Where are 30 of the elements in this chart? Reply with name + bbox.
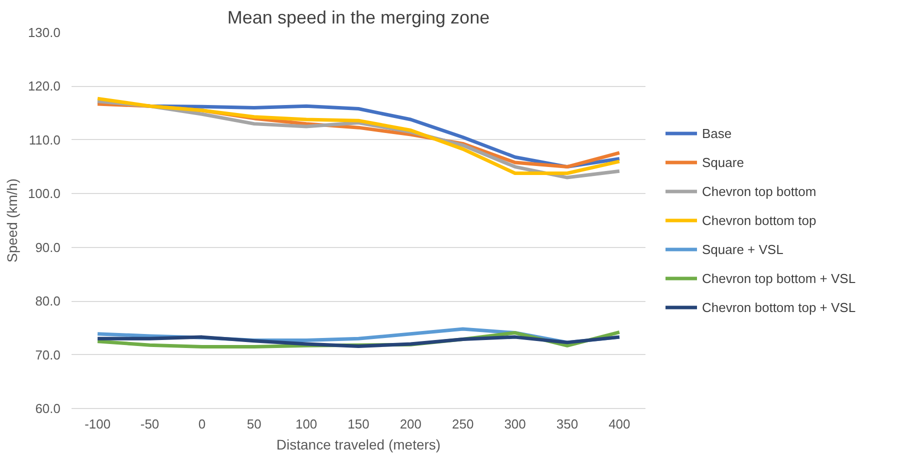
y-tick-label: 130.0 <box>28 25 61 40</box>
y-tick-label: 60.0 <box>35 401 61 416</box>
x-tick-label: 250 <box>452 416 474 432</box>
x-tick-label: 300 <box>504 416 526 432</box>
y-tick-label: 120.0 <box>28 78 61 94</box>
legend-label: Chevron top bottom + VSL <box>702 270 856 286</box>
x-tick-label: -100 <box>84 416 111 432</box>
x-tick-label: 100 <box>295 416 318 432</box>
x-tick-label: 150 <box>348 416 370 432</box>
x-tick-label: 350 <box>556 416 578 432</box>
x-tick-label: 200 <box>400 416 422 432</box>
x-tick-label: 0 <box>198 416 206 432</box>
legend-label: Chevron bottom top + VSL <box>702 300 856 314</box>
y-tick-label: 100.0 <box>28 186 61 202</box>
chart-title: Mean speed in the merging zone <box>227 8 490 28</box>
y-tick-label: 70.0 <box>35 347 61 362</box>
x-tick-label: 50 <box>246 416 262 432</box>
y-tick-label: 80.0 <box>35 294 61 309</box>
y-axis-title: Speed (km/h) <box>4 178 20 263</box>
x-tick-label: 400 <box>608 416 630 432</box>
x-axis-title: Distance traveled (meters) <box>276 436 441 452</box>
legend-label: Chevron bottom top <box>702 212 816 228</box>
x-tick-label: -50 <box>140 416 160 432</box>
legend-label: Square + VSL <box>702 242 784 256</box>
line-series <box>96 335 622 348</box>
legend-label: Base <box>702 126 732 140</box>
legend-label: Chevron top bottom <box>702 184 816 198</box>
y-tick-label: 90.0 <box>35 240 61 255</box>
y-tick-label: 110.0 <box>28 132 61 148</box>
legend-label: Square <box>702 154 744 170</box>
